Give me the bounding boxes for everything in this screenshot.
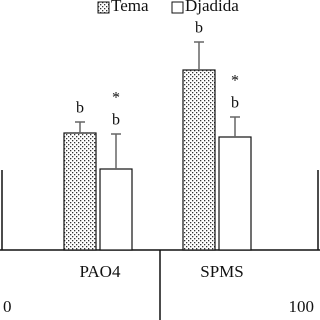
error-bar [75,121,85,133]
legend-swatch [171,1,184,14]
bar [218,136,252,251]
annotation: * [112,90,120,107]
category-label: SPMS [200,262,243,281]
bar [182,69,216,251]
error-bar [230,116,240,137]
group-label: 100 [289,297,315,316]
bar [63,132,97,251]
annotation: * [231,73,239,90]
annotation: b [112,112,120,129]
legend-swatch [97,1,110,14]
error-bar [194,41,204,70]
group-label: 0 [3,297,12,316]
category-label: PAO4 [80,262,121,281]
annotation: b [231,95,239,112]
annotation: b [195,20,203,37]
bar [99,168,133,251]
legend-label: Djadida [185,0,239,15]
legend-label: Tema [111,0,149,15]
annotation: b [76,100,84,117]
error-bar [111,133,121,169]
